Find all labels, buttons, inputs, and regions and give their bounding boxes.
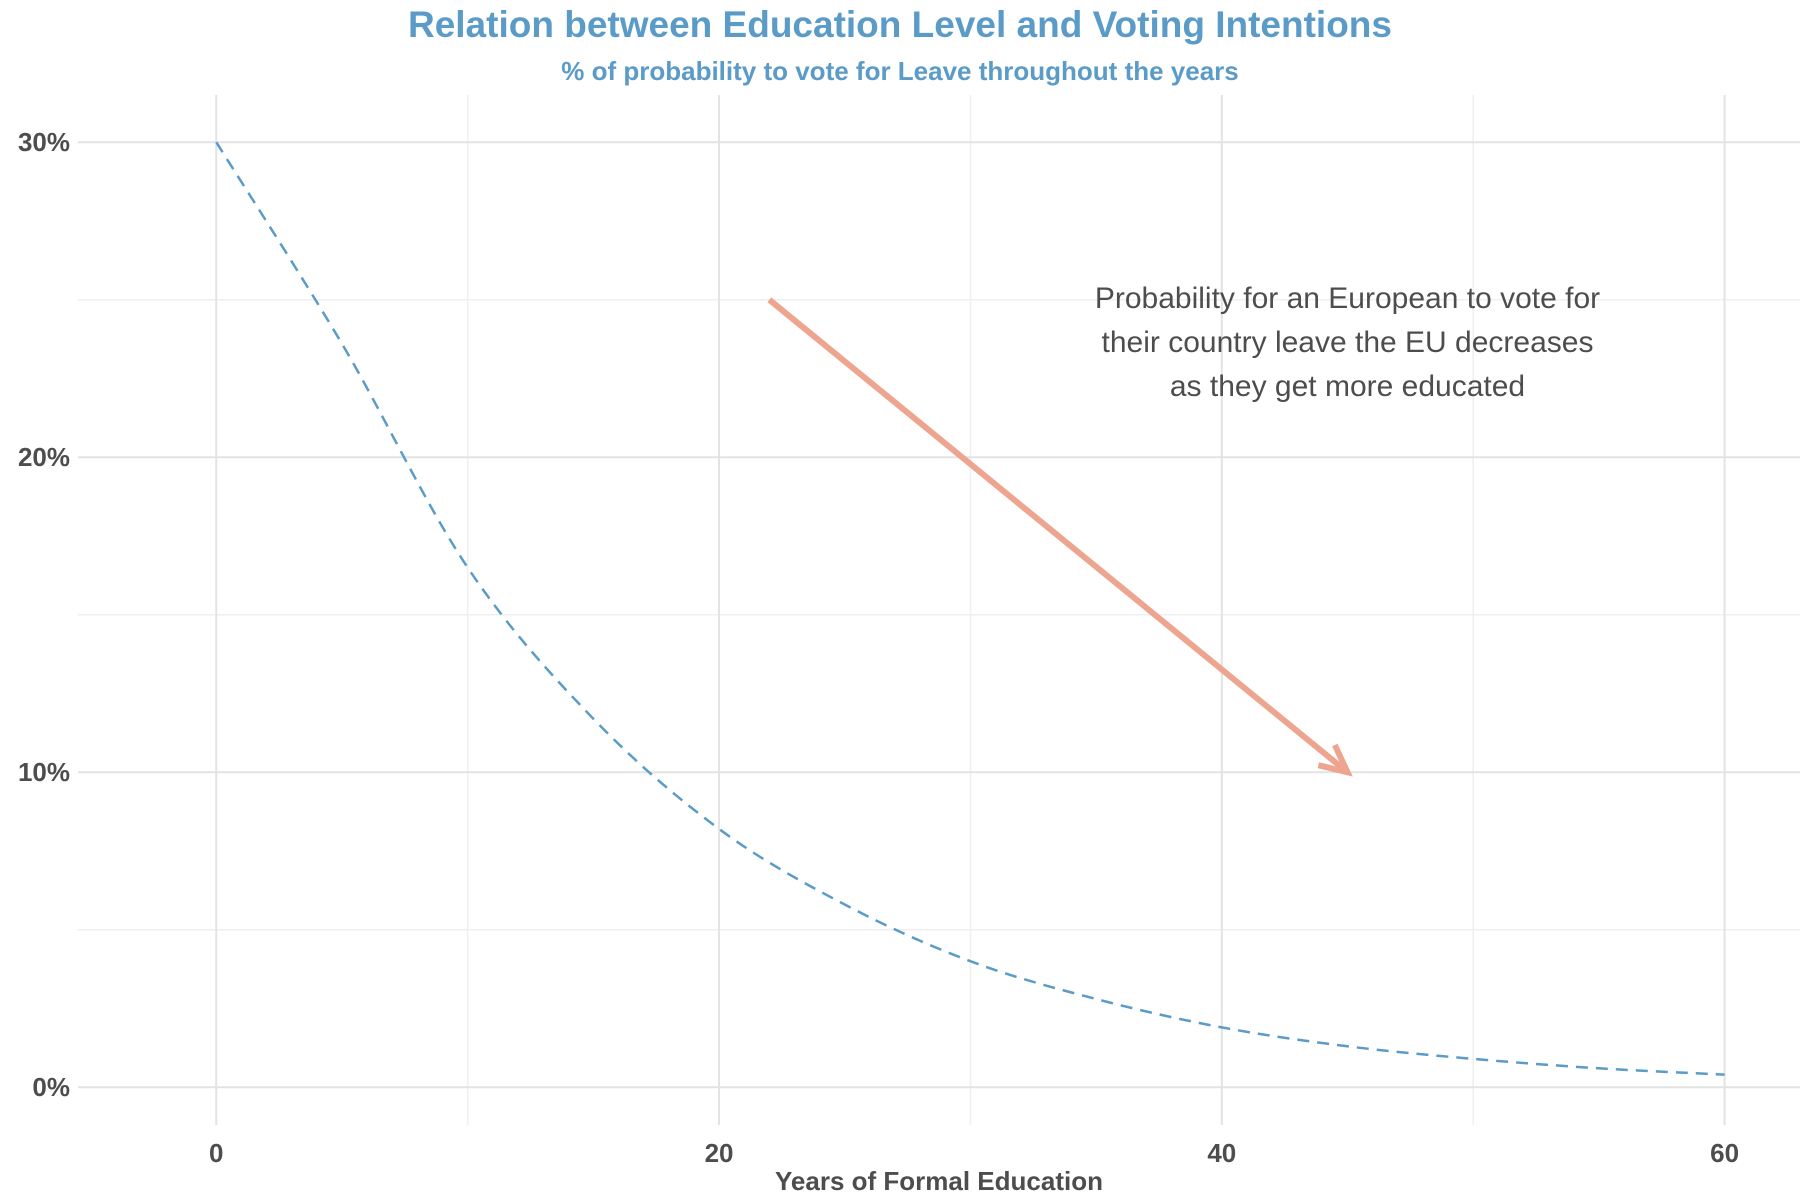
x-tick-label: 40	[1207, 1138, 1236, 1168]
chart-title: Relation between Education Level and Vot…	[407, 4, 1392, 45]
x-tick-label: 60	[1710, 1138, 1739, 1168]
y-tick-label: 0%	[32, 1072, 70, 1102]
x-tick-label: 20	[705, 1138, 734, 1168]
y-tick-label: 20%	[18, 442, 70, 472]
annotation-arrow-head	[1317, 743, 1353, 777]
series-line	[215, 141, 1725, 1076]
annotation-text-line: as they get more educated	[1170, 370, 1525, 403]
y-tick-label: 10%	[18, 757, 70, 787]
annotation-arrow-shaft	[767, 297, 1350, 775]
annotation-text-line: their country leave the EU decreases	[1102, 326, 1594, 359]
x-axis-label: Years of Formal Education	[775, 1166, 1103, 1196]
y-tick-label: 30%	[18, 127, 70, 157]
annotation-text-line: Probability for an European to vote for	[1095, 282, 1600, 315]
x-tick-label: 0	[209, 1138, 223, 1168]
chart-subtitle: % of probability to vote for Leave throu…	[561, 56, 1239, 86]
